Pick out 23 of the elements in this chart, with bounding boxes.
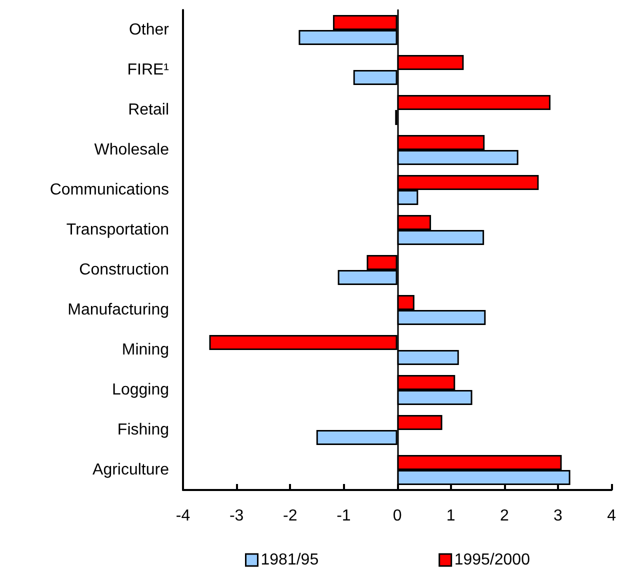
x-tick-label: -4 (176, 508, 190, 524)
y-tick-label: FIRE¹ (127, 62, 169, 78)
x-tick-label: -1 (336, 508, 351, 524)
y-tick-label: Communications (50, 182, 169, 198)
y-tick-label: Transportation (66, 222, 169, 238)
x-tick-label: 4 (607, 508, 616, 524)
y-tick-label: Other (128, 22, 170, 38)
legend-label: 1995/2000 (454, 552, 530, 568)
y-tick-label: Wholesale (94, 142, 170, 158)
y-tick-label: Mining (122, 342, 169, 358)
y-tick-label: Retail (128, 102, 169, 118)
y-tick-label: Fishing (117, 422, 169, 438)
y-tick-label: Manufacturing (68, 302, 169, 318)
x-tick-label: -2 (283, 508, 298, 524)
y-tick-label: Logging (112, 382, 169, 398)
x-tick-label: 3 (554, 508, 563, 524)
y-tick-label: Agriculture (92, 462, 170, 478)
x-tick-label: 0 (392, 508, 402, 524)
x-tick-label: -3 (229, 508, 244, 524)
x-tick-label: 2 (500, 508, 509, 524)
y-tick-label: Construction (79, 262, 169, 278)
x-tick-label: 1 (446, 508, 456, 524)
legend-label: 1981/95 (260, 552, 319, 568)
